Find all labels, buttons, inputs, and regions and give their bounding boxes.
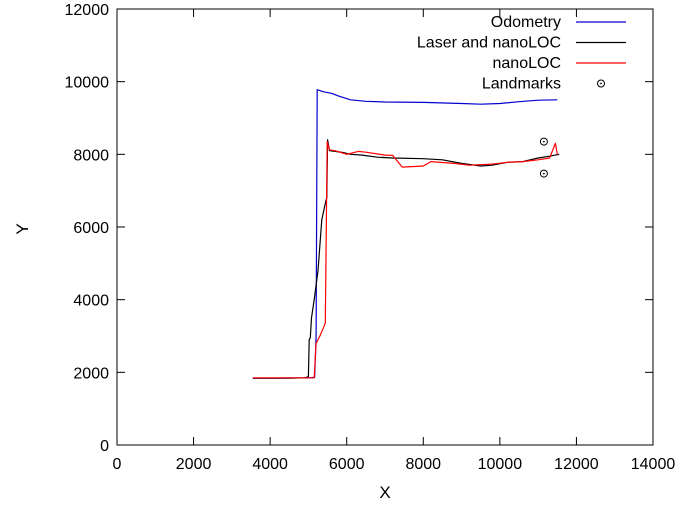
y-tick-label: 10000 xyxy=(65,75,110,92)
x-tick-label: 4000 xyxy=(252,456,288,473)
y-tick-label: 4000 xyxy=(73,293,109,310)
legend: Odometry Laser and nanoLOC nanoLOC Landmark… xyxy=(417,14,626,93)
legend-label-odometry: Odometry xyxy=(491,14,561,31)
x-tick-label: 10000 xyxy=(478,456,523,473)
legend-marker-dot xyxy=(600,82,602,85)
series-layer xyxy=(252,89,560,379)
plot-border xyxy=(116,8,654,446)
y-tick-label: 0 xyxy=(100,438,109,455)
x-axis-ticks: 0 2000 4000 6000 8000 10000 12000 14000 xyxy=(113,9,676,473)
legend-label-nanoloc: nanoLOC xyxy=(493,55,562,72)
landmark-point xyxy=(539,137,548,146)
y-tick-label: 2000 xyxy=(73,365,109,382)
x-tick-label: 6000 xyxy=(329,456,365,473)
y-tick-label: 6000 xyxy=(73,220,109,237)
y-axis-ticks: 0 2000 4000 6000 8000 10000 12000 xyxy=(65,2,653,455)
landmark-marker-ring xyxy=(539,169,548,178)
series-line-nanoloc xyxy=(252,141,558,379)
legend-label-landmarks: Landmarks xyxy=(482,76,561,93)
landmark-marker-ring xyxy=(539,137,548,146)
x-tick-label: 12000 xyxy=(554,456,599,473)
x-tick-label: 14000 xyxy=(631,456,676,473)
series-line-laser-and-nanoloc xyxy=(252,139,560,379)
legend-marker-ring xyxy=(597,79,605,88)
y-tick-label: 8000 xyxy=(73,147,109,164)
x-tick-label: 8000 xyxy=(405,456,441,473)
legend-label-laser-and-nanoloc: Laser and nanoLOC xyxy=(417,35,561,52)
x-axis-label: X xyxy=(379,483,390,502)
landmark-marker-dot xyxy=(542,140,545,143)
x-tick-label: 2000 xyxy=(176,456,212,473)
series-line-odometry xyxy=(252,89,558,379)
y-tick-label: 12000 xyxy=(65,2,110,19)
y-axis-label: Y xyxy=(13,223,32,234)
landmark-point xyxy=(539,169,548,178)
x-tick-label: 0 xyxy=(113,456,122,473)
landmark-marker-dot xyxy=(542,172,545,175)
plot-frame xyxy=(116,8,654,446)
legend-swatch-landmarks xyxy=(597,79,605,88)
